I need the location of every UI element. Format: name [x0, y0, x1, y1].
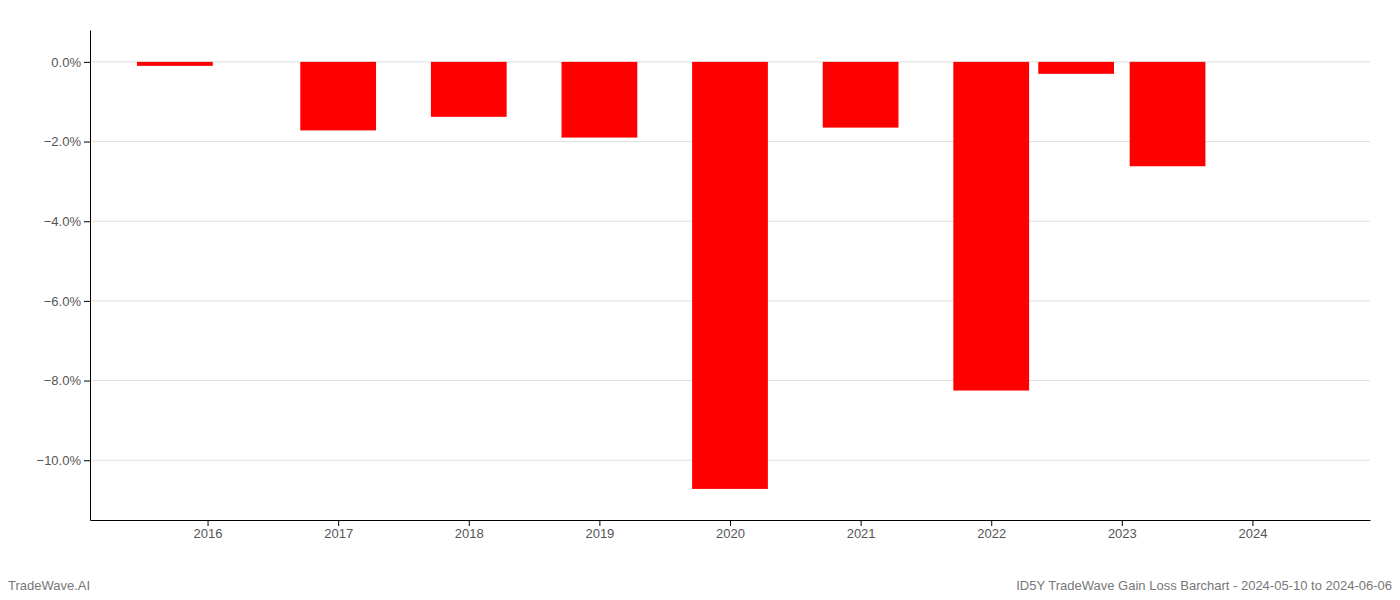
x-tick: 2019 [585, 520, 614, 541]
x-tick-label: 2018 [455, 526, 484, 541]
y-tick-label: −2.0% [44, 134, 82, 149]
y-tick-mark [84, 221, 90, 222]
x-tick-label: 2024 [1238, 526, 1267, 541]
x-tick-label: 2023 [1108, 526, 1137, 541]
y-tick-label: −6.0% [44, 294, 82, 309]
y-tick: 0.0% [51, 55, 90, 70]
y-axis-line [90, 31, 91, 521]
y-tick-label: −4.0% [44, 214, 82, 229]
x-tick-mark [208, 520, 209, 526]
y-tick-label: −8.0% [44, 373, 82, 388]
annotation: TradeWave.AI [8, 578, 90, 593]
title: ID5Y TradeWave Gain Loss Barchart - 2024… [1016, 578, 1392, 593]
x-tick-mark [338, 520, 339, 526]
x-tick-label: 2019 [585, 526, 614, 541]
x-tick-label: 2021 [847, 526, 876, 541]
x-tick: 2018 [455, 520, 484, 541]
x-tick: 2021 [847, 520, 876, 541]
y-tick-mark [84, 460, 90, 461]
y-tick: −2.0% [44, 134, 90, 149]
x-tick: 2022 [977, 520, 1006, 541]
x-tick-mark [730, 520, 731, 526]
y-tick-label: −10.0% [37, 453, 82, 468]
y-tick-mark [84, 381, 90, 382]
x-tick: 2024 [1238, 520, 1267, 541]
bars [137, 62, 1205, 489]
y-tick-mark [84, 62, 90, 63]
x-tick-mark [991, 520, 992, 526]
x-tick-label: 2022 [977, 526, 1006, 541]
bar [431, 62, 507, 117]
bar [562, 62, 638, 138]
y-tick: −10.0% [37, 453, 90, 468]
y-tick: −8.0% [44, 373, 90, 388]
y-tick-mark [84, 301, 90, 302]
x-tick-mark [469, 520, 470, 526]
x-tick: 2023 [1108, 520, 1137, 541]
x-tick-mark [1252, 520, 1253, 526]
y-tick-mark [84, 142, 90, 143]
x-tick: 2017 [324, 520, 353, 541]
x-tick: 2016 [194, 520, 223, 541]
x-tick: 2020 [716, 520, 745, 541]
x-tick-label: 2020 [716, 526, 745, 541]
y-tick-label: 0.0% [51, 55, 81, 70]
y-tick: −4.0% [44, 214, 90, 229]
x-tick-mark [599, 520, 600, 526]
chart: 2016 2017 2018 2019 2020 2021 2022 2023 2024 0.0%… [0, 0, 1400, 600]
bar [953, 62, 1029, 391]
bar [692, 62, 768, 489]
y-tick: −6.0% [44, 294, 90, 309]
y-axis: 0.0% −2.0% −4.0% −6.0% −8.0% −10.0% [37, 31, 91, 521]
bar [137, 62, 213, 66]
bar [1038, 62, 1114, 74]
x-tick-mark [861, 520, 862, 526]
x-tick-label: 2017 [324, 526, 353, 541]
x-tick-label: 2016 [194, 526, 223, 541]
x-tick-mark [1122, 520, 1123, 526]
x-axis: 2016 2017 2018 2019 2020 2021 2022 2023 2024 [91, 520, 1371, 541]
bar [823, 62, 899, 128]
plot-area: 2016 2017 2018 2019 2020 2021 2022 2023 2024 0.0%… [37, 31, 1371, 542]
bar [300, 62, 376, 131]
bar [1130, 62, 1206, 166]
